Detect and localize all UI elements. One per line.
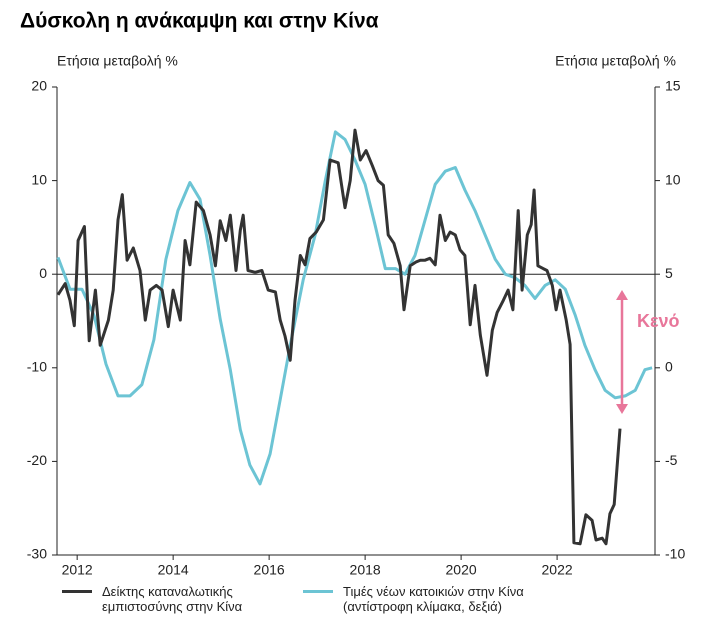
y-tick-label: -30 [27,546,47,562]
y-tick-label: -20 [27,452,47,468]
chart: Δύσκολη η ανάκαμψη και στην Κίνα Ετήσια … [20,10,685,578]
legend-label: Τιμές νέων κατοικιών στην Κίνα (αντίστρο… [343,584,524,614]
y2-tick-label: -10 [665,546,685,562]
y-tick-label: -10 [27,359,47,375]
x-tick-label: 2014 [158,562,189,578]
y2-axis-label: Ετήσια μεταβολή % [555,53,676,69]
legend-swatch [62,590,92,593]
y-tick-label: 0 [39,265,47,281]
series-line [56,128,622,546]
annotation: Κενό [637,311,680,331]
x-tick-label: 2018 [350,562,381,578]
y2-tick-label: -5 [665,452,678,468]
y-tick-label: 10 [31,171,47,187]
x-tick-label: 2016 [254,562,285,578]
legend-swatch [303,590,333,593]
x-tick-label: 2022 [542,562,573,578]
legend-label: Δείκτης καταναλωτικής εμπιστοσύνης στην … [102,584,243,614]
y2-tick-label: 0 [665,359,673,375]
y2-tick-label: 5 [665,265,673,281]
y-axis-label: Ετήσια μεταβολή % [57,53,178,69]
series-line [56,130,653,486]
chart-title: Δύσκολη η ανάκαμψη και στην Κίνα [20,10,379,33]
y-tick-label: 20 [31,78,47,94]
legend-item: Δείκτης καταναλωτικής εμπιστοσύνης στην … [62,584,282,614]
annotation-arrowhead [616,290,628,300]
x-tick-label: 2020 [446,562,477,578]
y2-tick-label: 10 [665,171,681,187]
annotation-arrowhead [616,404,628,414]
legend-item: Τιμές νέων κατοικιών στην Κίνα (αντίστρο… [303,584,543,614]
y2-tick-label: 15 [665,78,681,94]
x-tick-label: 2012 [62,562,93,578]
